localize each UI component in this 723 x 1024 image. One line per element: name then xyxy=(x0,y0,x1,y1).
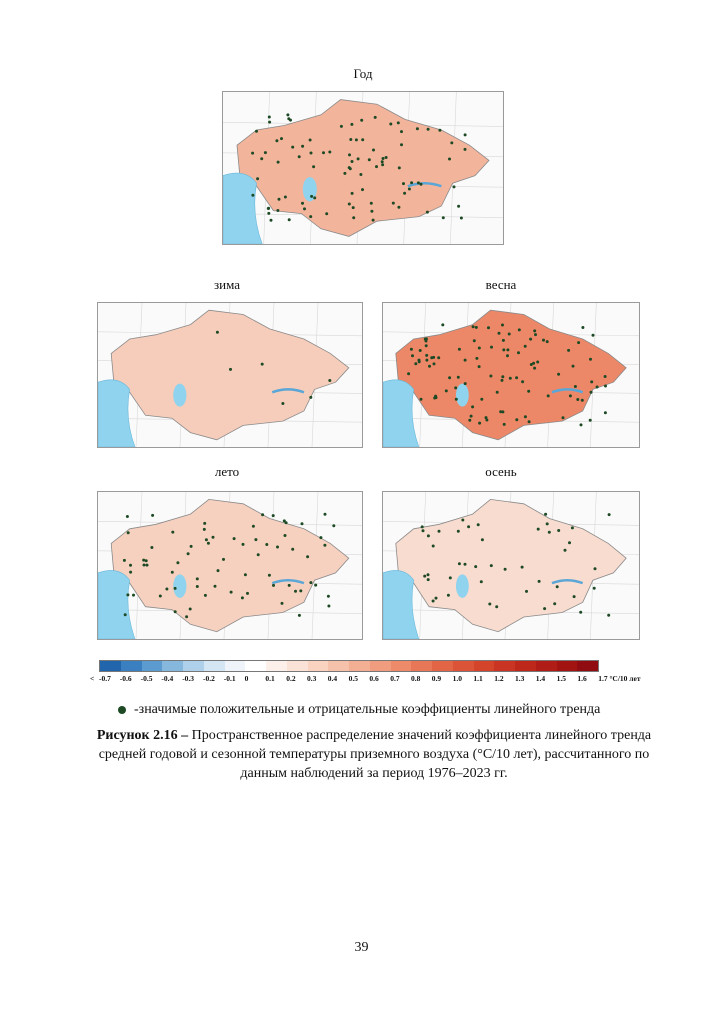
scale-tick-label: -0.2 xyxy=(203,674,215,683)
scale-tick-label: 1.6 xyxy=(577,674,587,683)
map-title-winter: зима xyxy=(214,277,240,292)
scale-tick-label: 0.3 xyxy=(307,674,317,683)
map-spring xyxy=(382,302,640,448)
significance-dot-icon xyxy=(118,705,126,714)
scale-swatch xyxy=(224,661,246,671)
map-year xyxy=(222,91,504,245)
scale-swatch xyxy=(369,661,391,671)
page-number: 39 xyxy=(354,940,369,955)
scale-swatch xyxy=(120,661,142,671)
scale-tick-label: -0.4 xyxy=(161,674,174,683)
scale-tick-label: 1.0 xyxy=(452,674,462,683)
scale-tick-label: 1.5 xyxy=(556,674,566,683)
scale-swatch xyxy=(515,661,536,671)
scale-tick-label: 1.2 xyxy=(494,674,504,683)
scale-tick-label: 1.1 xyxy=(473,674,483,683)
scale-tick-label: 0.9 xyxy=(431,674,442,683)
scale-tick-label: -0.3 xyxy=(182,674,195,683)
scale-tick-label: 1.7 °C/10 лет xyxy=(598,674,641,683)
scale-swatch xyxy=(203,661,225,671)
map-autumn xyxy=(382,491,640,640)
scale-swatch xyxy=(286,661,308,671)
scale-tick-label: 0.6 xyxy=(369,674,379,683)
color-scale-bar xyxy=(99,660,599,672)
significance-legend: -значимые положительные и отрицательные … xyxy=(118,702,600,718)
scale-tick-label: 0.2 xyxy=(286,674,296,683)
scale-swatch xyxy=(556,661,578,671)
scale-tick-label: 1.3 xyxy=(515,674,525,683)
scale-tick-label: < xyxy=(90,674,95,683)
map-title-autumn: осень xyxy=(485,464,517,479)
scale-tick-label: 0.8 xyxy=(411,674,421,683)
caption-text: Пространственное распределение значений … xyxy=(98,728,652,781)
map-title-spring: весна xyxy=(485,277,517,292)
scale-swatch xyxy=(183,661,204,671)
figure-caption: Рисунок 2.16 – Пространственное распреде… xyxy=(90,726,658,783)
caption-label: Рисунок 2.16 – xyxy=(96,728,189,743)
scale-tick-label: 0.1 xyxy=(265,674,275,683)
scale-swatch xyxy=(162,661,183,671)
scale-tick-label: 0 xyxy=(244,674,249,683)
scale-swatch xyxy=(452,661,474,671)
scale-tick-label: -0.5 xyxy=(140,674,153,683)
scale-swatch xyxy=(307,661,329,671)
scale-tick-label: 0.4 xyxy=(327,674,338,683)
scale-tick-label: -0.1 xyxy=(223,674,236,683)
scale-swatch xyxy=(328,661,349,671)
scale-tick-label: 1.4 xyxy=(535,674,546,683)
scale-swatch xyxy=(577,661,598,671)
scale-swatch xyxy=(494,661,515,671)
scale-swatch xyxy=(432,661,453,671)
scale-swatch xyxy=(100,661,121,671)
scale-tick-label: 0.5 xyxy=(348,674,358,683)
scale-swatch xyxy=(349,661,370,671)
scale-swatch xyxy=(141,661,163,671)
map-title-summer: лето xyxy=(214,464,240,479)
scale-swatch xyxy=(266,661,287,671)
map-winter xyxy=(97,302,363,448)
map-title-year: Год xyxy=(353,66,373,81)
scale-swatch xyxy=(473,661,495,671)
scale-swatch xyxy=(245,661,266,671)
scale-tick-label: -0.7 xyxy=(99,674,111,683)
map-summer xyxy=(97,491,363,640)
scale-swatch xyxy=(535,661,557,671)
scale-tick-label: 0.7 xyxy=(390,674,400,683)
color-scale-ticks: < -0.7 -0.6 -0.5 -0.4 -0.3 -0.2 -0.1 0 0.1 0.2 0.3 0… xyxy=(88,674,648,686)
scale-tick-label: -0.6 xyxy=(119,674,132,683)
legend-text: -значимые положительные и отрицательные … xyxy=(134,702,601,717)
scale-swatch xyxy=(390,661,412,671)
scale-swatch xyxy=(411,661,432,671)
